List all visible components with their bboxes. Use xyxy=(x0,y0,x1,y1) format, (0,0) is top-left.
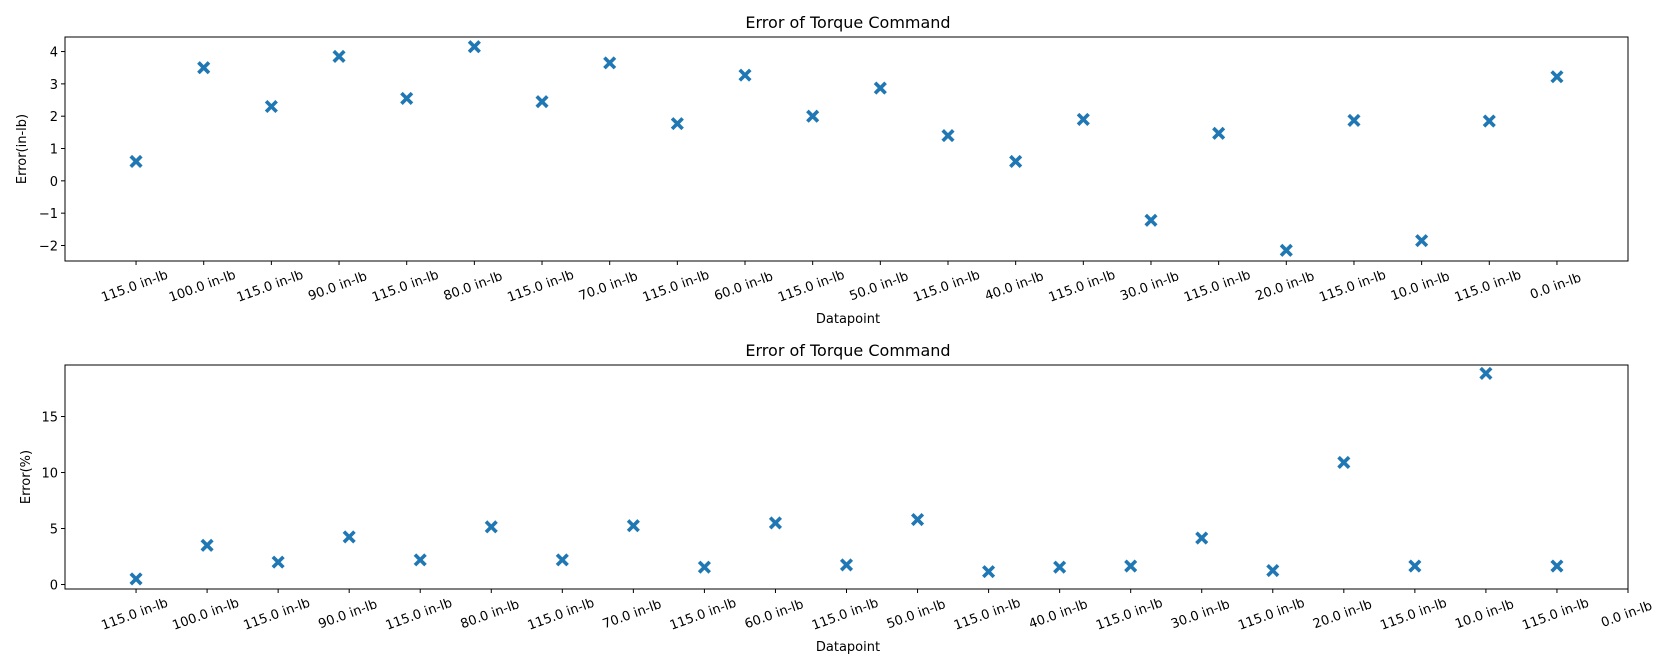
top-y-tick-label: 1 xyxy=(50,143,58,158)
top-x-axis-label: Datapoint xyxy=(816,312,880,327)
bottom-chart-title: Error of Torque Command xyxy=(745,341,950,360)
top-data-point xyxy=(941,129,955,143)
top-data-point xyxy=(197,61,211,75)
bottom-data-point xyxy=(1053,560,1067,574)
top-y-tick-label: 3 xyxy=(50,78,58,93)
top-data-point xyxy=(400,91,414,105)
top-data-point xyxy=(467,40,481,54)
top-data-point xyxy=(1144,213,1158,227)
top-y-tick-label: −1 xyxy=(39,207,58,222)
top-y-tick-label: −2 xyxy=(39,239,58,254)
bottom-y-tick-label: 15 xyxy=(41,411,58,426)
top-y-tick-label: 2 xyxy=(50,110,58,125)
top-data-point xyxy=(535,95,549,109)
top-data-point xyxy=(264,99,278,114)
top-data-point xyxy=(1415,234,1429,248)
bottom-data-point xyxy=(1337,455,1351,469)
bottom-y-axis-label: Error(%) xyxy=(19,450,34,504)
top-data-point xyxy=(1212,126,1226,140)
bottom-data-point xyxy=(1408,559,1422,573)
bottom-data-point xyxy=(839,558,854,572)
bottom-data-point xyxy=(200,538,214,552)
top-y-tick-label: 4 xyxy=(50,46,58,61)
bottom-data-point xyxy=(342,530,356,544)
top-chart-title: Error of Torque Command xyxy=(745,13,950,32)
bottom-y-tick-label: 5 xyxy=(50,523,58,538)
top-y-axis-label: Error(in-lb) xyxy=(15,114,30,184)
top-y-axis-ticks: −2 −1 0 1 2 3 4 xyxy=(39,46,65,254)
bottom-data-point xyxy=(1266,563,1280,578)
bottom-data-point xyxy=(484,520,498,534)
top-data-point xyxy=(873,81,887,95)
top-data-point xyxy=(670,117,684,131)
bottom-data-point xyxy=(1550,559,1564,573)
bottom-data-point xyxy=(129,572,143,586)
bottom-data-point xyxy=(697,560,711,574)
top-data-point xyxy=(738,68,752,82)
bottom-y-tick-label: 0 xyxy=(50,579,58,594)
bottom-data-point xyxy=(982,565,996,579)
top-data-point xyxy=(603,56,617,70)
top-data-point xyxy=(1482,114,1496,128)
top-data-point xyxy=(1009,154,1023,168)
bottom-data-points xyxy=(129,366,1564,586)
bottom-data-point xyxy=(1195,531,1209,545)
top-data-point xyxy=(1279,243,1293,257)
bottom-x-axis-label: Datapoint xyxy=(816,640,880,655)
top-data-point xyxy=(806,109,820,123)
bottom-data-point xyxy=(910,513,925,527)
top-data-point xyxy=(129,154,143,168)
bottom-data-point xyxy=(1479,366,1493,380)
bottom-y-tick-label: 10 xyxy=(41,467,58,482)
top-data-point xyxy=(1550,70,1564,84)
top-data-point xyxy=(1347,113,1361,127)
bottom-data-point xyxy=(271,555,285,569)
top-data-points xyxy=(129,40,1564,257)
bottom-data-point xyxy=(768,516,783,530)
bottom-data-point xyxy=(555,553,569,567)
bottom-data-point xyxy=(626,519,640,533)
bottom-data-point xyxy=(1124,559,1138,573)
top-data-point xyxy=(1076,112,1090,126)
bottom-data-point xyxy=(413,553,427,567)
bottom-y-axis-ticks: 0 5 10 15 xyxy=(41,411,65,594)
top-data-point xyxy=(332,49,346,63)
top-y-tick-label: 0 xyxy=(50,175,58,190)
